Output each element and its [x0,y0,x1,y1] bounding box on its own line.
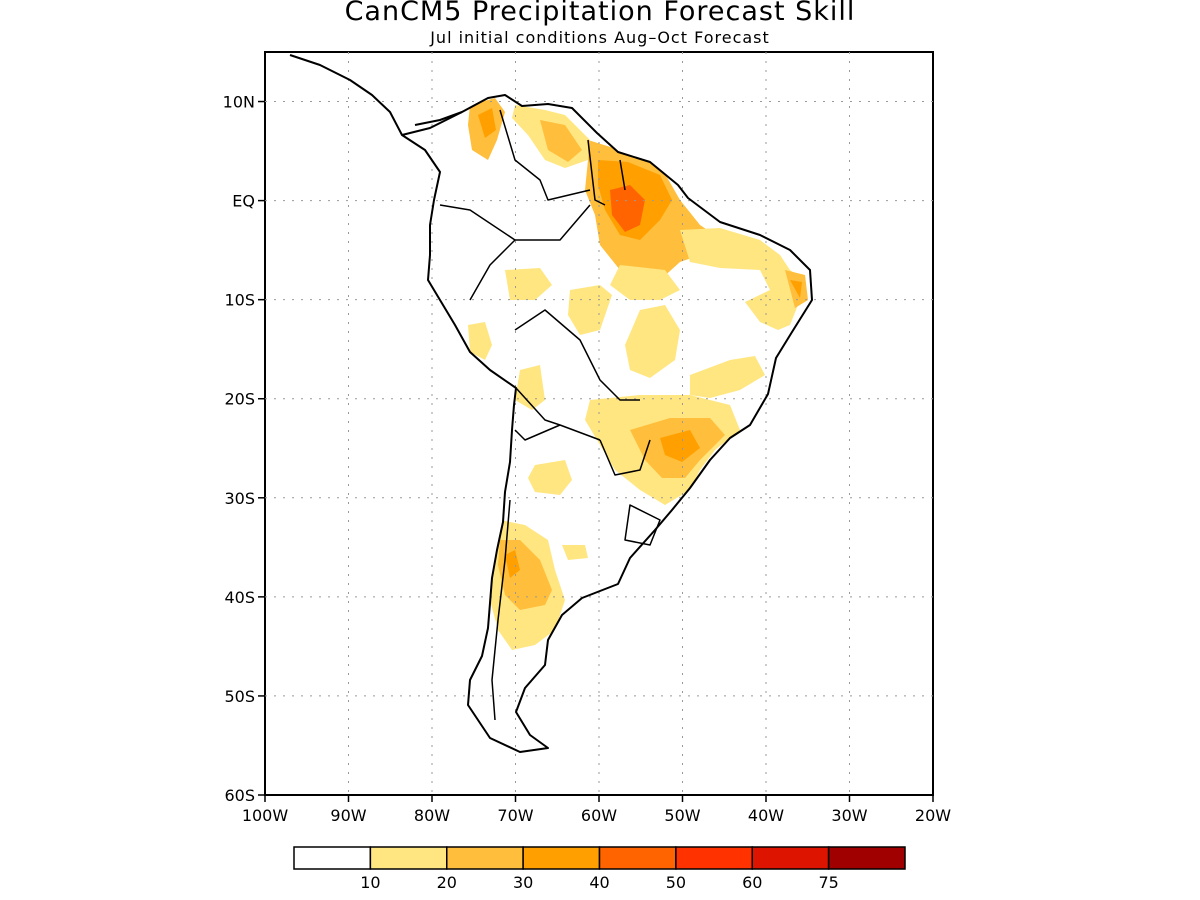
longitude-axis: 100W 90W 80W 70W 60W 50W 40W 30W 20W [242,795,951,825]
colorbar-label: 60 [742,873,762,892]
lon-tick-label: 100W [242,806,289,825]
map-title: CanCM5 Precipitation Forecast Skill [344,0,856,27]
colorbar-swatch [751,846,830,870]
map-subtitle: Jul initial conditions Aug–Oct Forecast [430,28,770,47]
colorbar-label: 40 [589,873,609,892]
colorbar-label: 30 [513,873,533,892]
country-borders [439,109,661,721]
lat-tick-label: 50S [224,687,255,706]
lon-tick-label: 60W [581,806,617,825]
lon-tick-label: 80W [414,806,450,825]
coastlines [289,54,813,753]
latitude-axis: 10N EQ 10S 20S 30S 40S 50S 60S [223,93,265,805]
colorbar-label: 75 [818,873,838,892]
lon-tick-label: 40W [748,806,784,825]
colorbar-label: 20 [437,873,457,892]
lat-tick-label: 40S [224,588,255,607]
lon-tick-label: 50W [664,806,700,825]
colorbar-swatch [598,846,677,870]
colorbar-swatch [827,846,906,870]
colorbar-swatch [293,846,372,870]
map-gridlines [265,52,933,795]
lon-tick-label: 30W [831,806,867,825]
lat-tick-label: EQ [232,192,255,211]
lat-tick-label: 20S [224,390,255,409]
colorbar-swatch [446,846,524,870]
lat-tick-label: 10S [224,291,255,310]
colorbar-swatch [675,846,753,870]
colorbar: 10 20 30 40 50 60 75 [293,846,906,892]
colorbar-swatch [369,846,448,870]
lat-tick-label: 30S [224,489,255,508]
lat-tick-label: 60S [224,786,255,805]
colorbar-label: 50 [666,873,686,892]
lat-tick-label: 10N [223,93,255,112]
colorbar-swatch [522,846,601,870]
colorbar-label: 10 [360,873,380,892]
skill-shading [468,98,808,650]
lon-tick-label: 90W [330,806,366,825]
lon-tick-label: 20W [915,806,951,825]
lon-tick-label: 70W [497,806,533,825]
